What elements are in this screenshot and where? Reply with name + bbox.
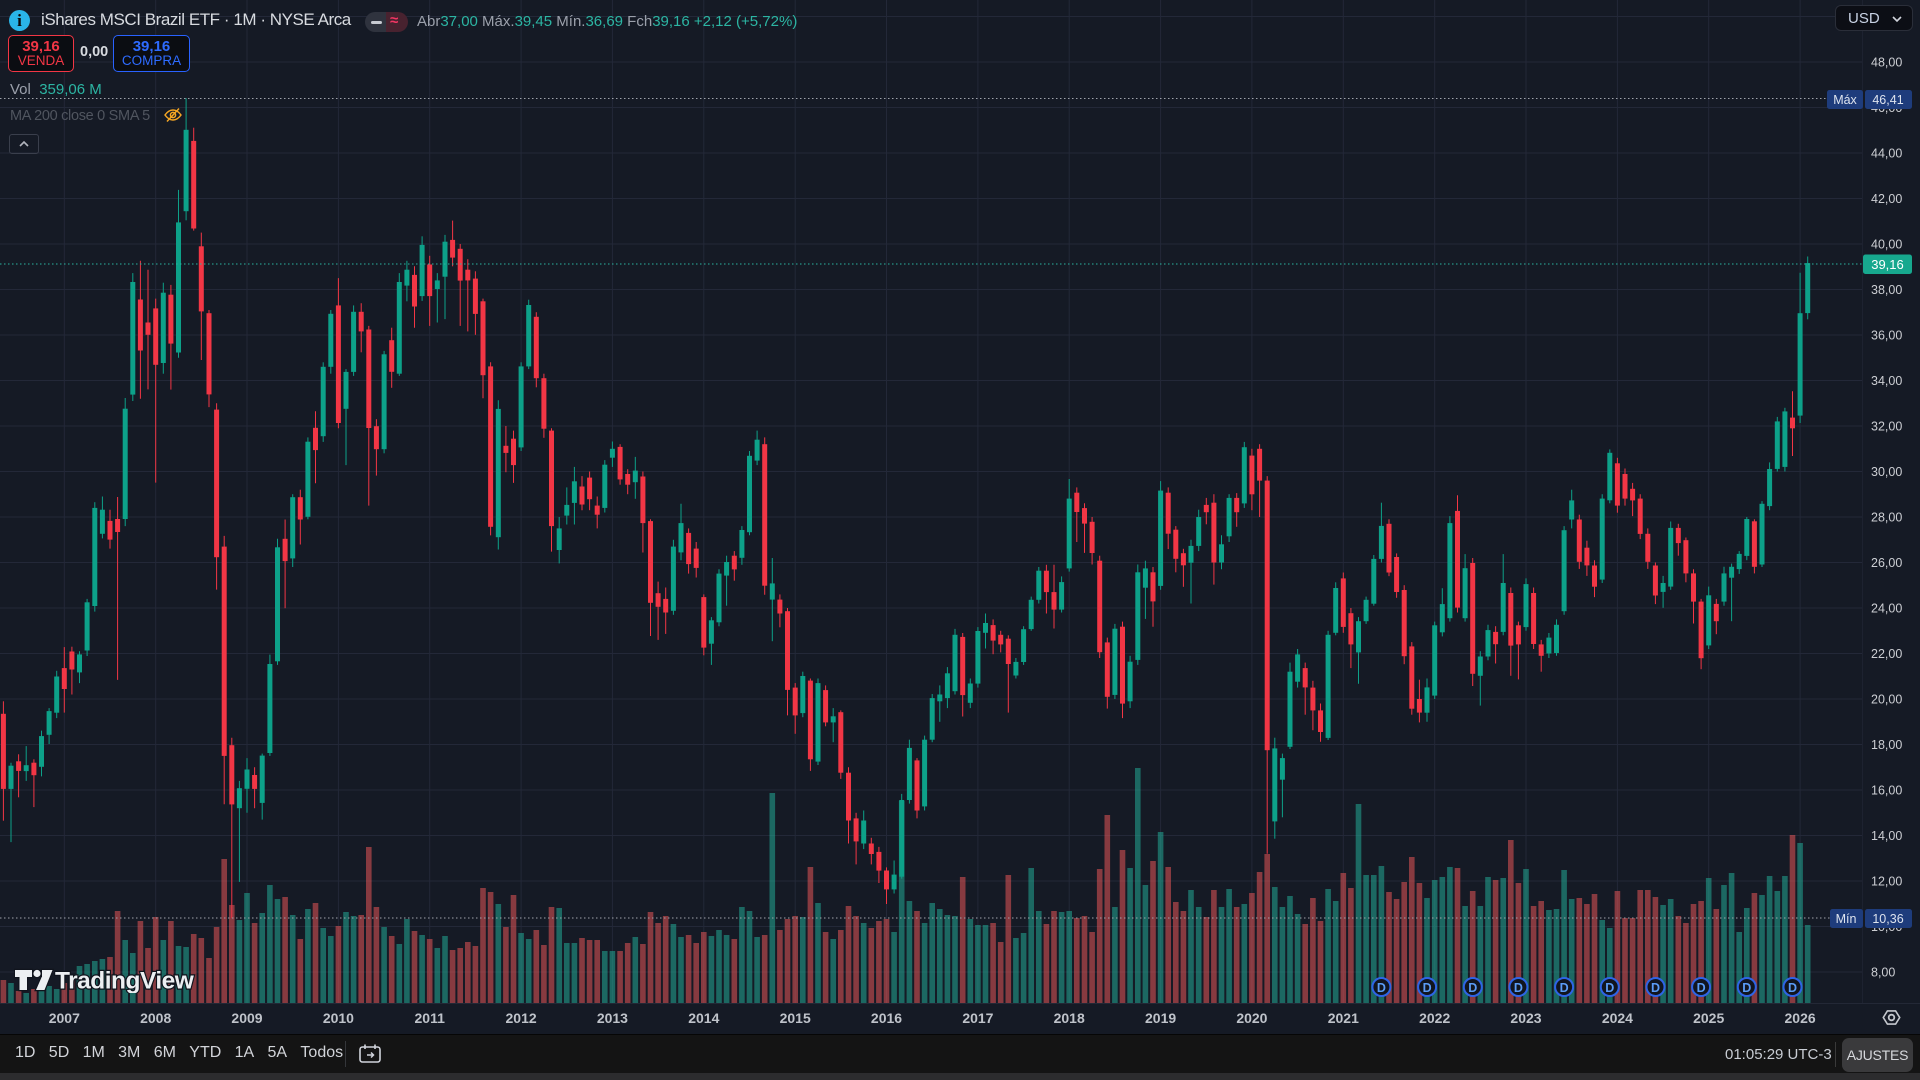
svg-text:D: D: [1377, 981, 1386, 995]
svg-text:2018: 2018: [1054, 1010, 1085, 1026]
svg-text:8,00: 8,00: [1871, 966, 1895, 980]
svg-text:26,00: 26,00: [1871, 556, 1902, 570]
svg-text:D: D: [1423, 981, 1432, 995]
svg-text:D: D: [1651, 981, 1660, 995]
svg-text:2023: 2023: [1510, 1010, 1541, 1026]
svg-text:12,00: 12,00: [1871, 875, 1902, 889]
svg-text:48,00: 48,00: [1871, 56, 1902, 70]
svg-text:14,00: 14,00: [1871, 829, 1902, 843]
svg-text:Mín: Mín: [1836, 912, 1857, 926]
svg-text:D: D: [1605, 981, 1614, 995]
svg-text:2011: 2011: [415, 1010, 446, 1026]
svg-text:22,00: 22,00: [1871, 647, 1902, 661]
svg-text:2009: 2009: [231, 1010, 262, 1026]
svg-text:42,00: 42,00: [1871, 192, 1902, 206]
svg-text:2021: 2021: [1328, 1010, 1359, 1026]
svg-text:2008: 2008: [140, 1010, 171, 1026]
svg-text:36,00: 36,00: [1871, 329, 1902, 343]
svg-text:16,00: 16,00: [1871, 784, 1902, 798]
svg-text:D: D: [1560, 981, 1569, 995]
svg-text:2020: 2020: [1236, 1010, 1267, 1026]
svg-text:2014: 2014: [688, 1010, 719, 1026]
svg-text:2025: 2025: [1693, 1010, 1724, 1026]
svg-text:2019: 2019: [1145, 1010, 1176, 1026]
svg-text:46,41: 46,41: [1872, 93, 1903, 107]
svg-text:44,00: 44,00: [1871, 147, 1902, 161]
svg-text:D: D: [1468, 981, 1477, 995]
svg-text:34,00: 34,00: [1871, 374, 1902, 388]
svg-text:40,00: 40,00: [1871, 238, 1902, 252]
svg-text:D: D: [1742, 981, 1751, 995]
svg-text:39,16: 39,16: [1871, 257, 1904, 272]
svg-text:2024: 2024: [1602, 1010, 1633, 1026]
svg-text:TradingView: TradingView: [55, 968, 195, 994]
svg-text:10,36: 10,36: [1872, 912, 1903, 926]
svg-text:38,00: 38,00: [1871, 283, 1902, 297]
svg-text:2026: 2026: [1785, 1010, 1816, 1026]
svg-text:24,00: 24,00: [1871, 602, 1902, 616]
svg-text:2010: 2010: [323, 1010, 354, 1026]
svg-text:2015: 2015: [780, 1010, 811, 1026]
svg-text:2022: 2022: [1419, 1010, 1450, 1026]
svg-text:D: D: [1514, 981, 1523, 995]
svg-text:Máx: Máx: [1833, 93, 1857, 107]
svg-text:30,00: 30,00: [1871, 465, 1902, 479]
svg-text:2017: 2017: [962, 1010, 993, 1026]
svg-text:2013: 2013: [597, 1010, 628, 1026]
svg-text:28,00: 28,00: [1871, 511, 1902, 525]
svg-text:32,00: 32,00: [1871, 420, 1902, 434]
svg-text:D: D: [1697, 981, 1706, 995]
svg-text:18,00: 18,00: [1871, 738, 1902, 752]
svg-text:2016: 2016: [871, 1010, 902, 1026]
svg-text:20,00: 20,00: [1871, 693, 1902, 707]
svg-text:D: D: [1788, 981, 1797, 995]
svg-text:2007: 2007: [49, 1010, 80, 1026]
svg-text:2012: 2012: [506, 1010, 537, 1026]
